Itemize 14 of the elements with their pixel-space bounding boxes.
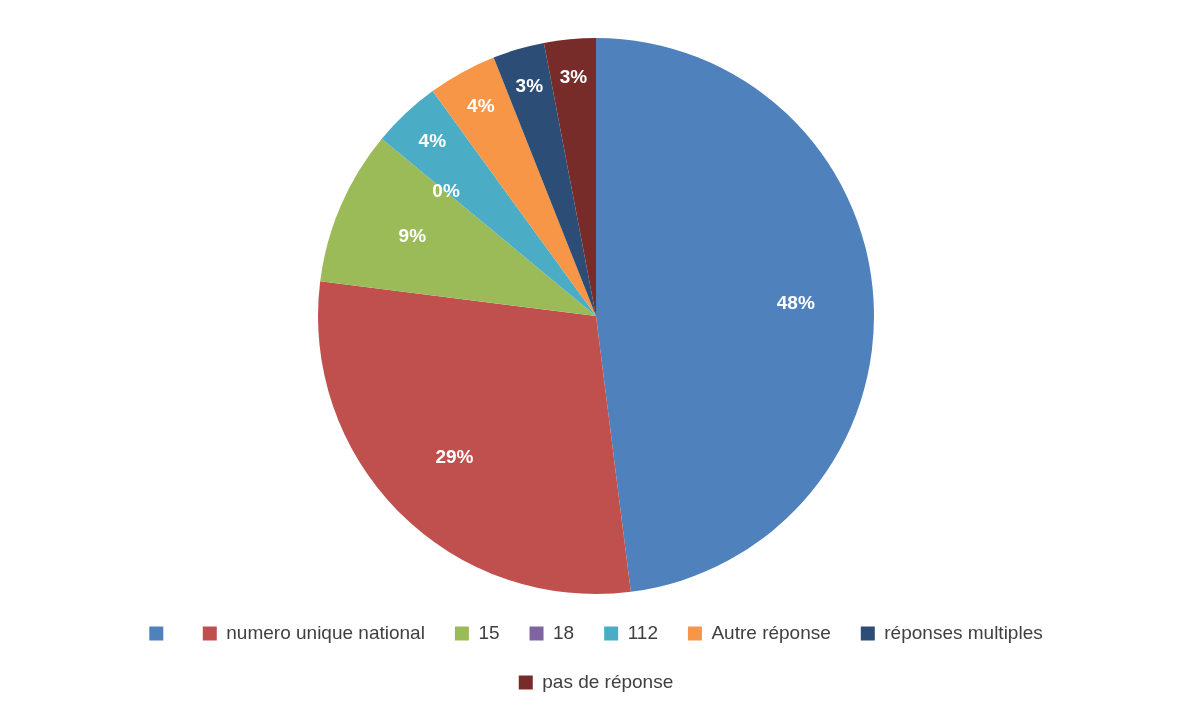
data-label: 4% (467, 94, 495, 116)
data-label: 29% (435, 445, 474, 467)
data-label: 3% (515, 74, 544, 96)
data-label: 48% (776, 291, 815, 313)
legend-label: 112 (627, 621, 658, 643)
legend-label: pas de réponse (542, 670, 674, 692)
data-label: 4% (418, 129, 447, 151)
legend-label: réponses multiples (884, 621, 1043, 643)
legend-label: Autre réponse (711, 621, 831, 643)
legend-label: 18 (553, 621, 575, 643)
data-label: 9% (398, 224, 427, 246)
legend-label: numero unique national (226, 621, 425, 643)
legend-label: 15 (478, 621, 500, 643)
data-label: 3% (559, 66, 588, 88)
